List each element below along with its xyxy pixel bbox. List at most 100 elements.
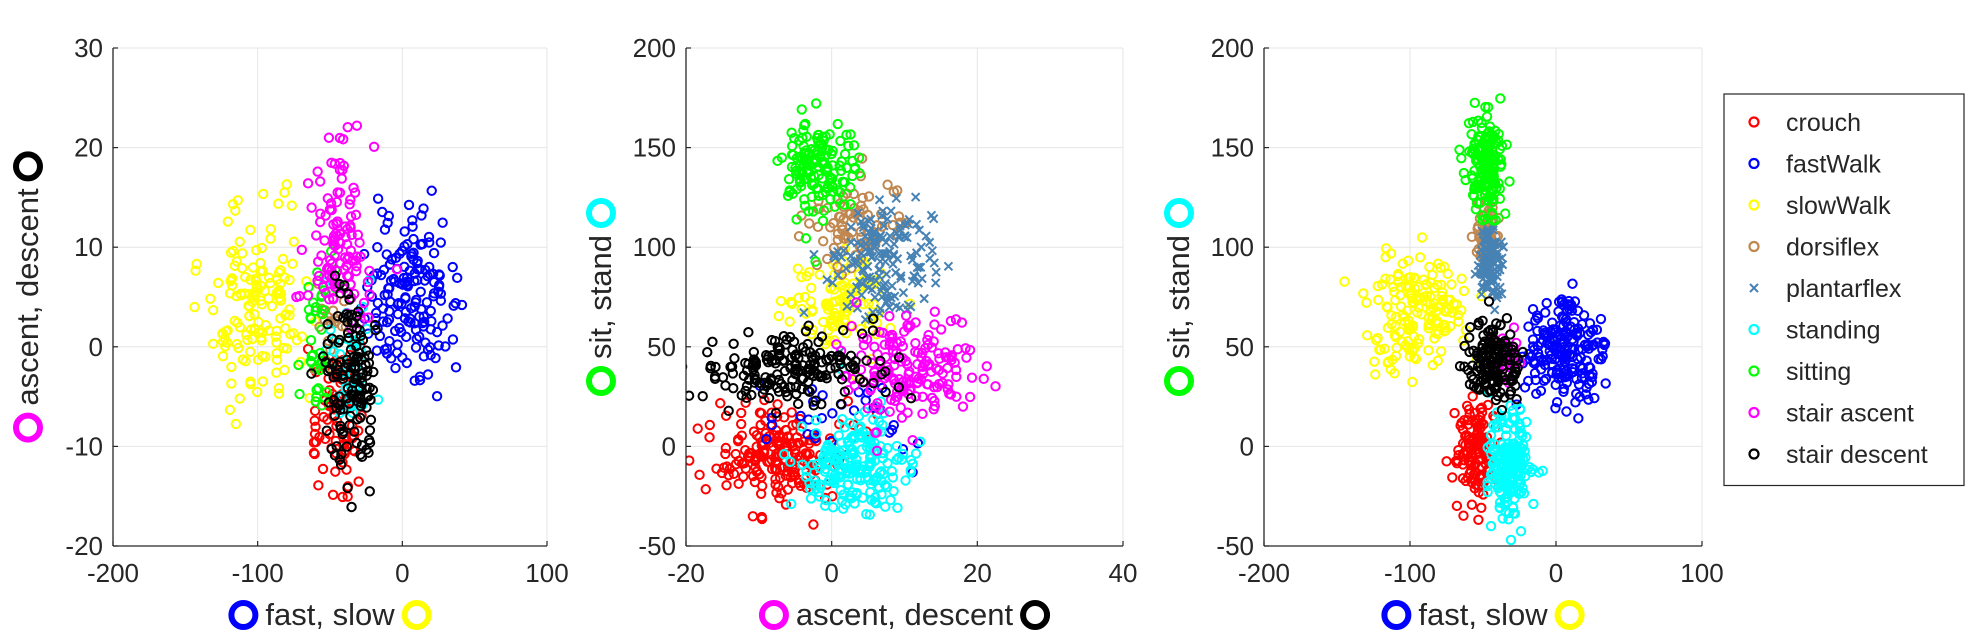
- data-point-sitting: [802, 167, 813, 178]
- data-point-stair-descent: [893, 352, 905, 363]
- data-point-stair-descent: [354, 383, 365, 395]
- data-point-fastWalk: [419, 275, 430, 286]
- data-point-stair-descent: [352, 414, 363, 425]
- data-point-stair-ascent: [315, 208, 326, 219]
- data-point-stair-descent: [343, 398, 355, 409]
- data-point-slowWalk: [291, 334, 303, 346]
- data-point-stair-descent: [723, 405, 734, 417]
- data-point-fastWalk: [400, 293, 411, 304]
- data-point-stair-descent: [1476, 364, 1487, 375]
- data-point-fastWalk: [1577, 363, 1588, 374]
- data-point-slowWalk: [245, 224, 256, 236]
- data-point-sitting: [1476, 210, 1487, 221]
- data-point-fastWalk: [379, 344, 390, 355]
- data-point-plantarflex: [1488, 225, 1498, 235]
- data-point-standing: [900, 475, 911, 486]
- data-point-standing: [1513, 488, 1525, 500]
- data-point-standing: [835, 465, 846, 476]
- data-point-stair-descent: [1490, 394, 1502, 406]
- data-point-fastWalk: [418, 203, 429, 214]
- data-point-plantarflex: [822, 274, 832, 285]
- data-point-standing: [819, 500, 831, 511]
- data-point-plantarflex: [890, 291, 900, 301]
- data-point-crouch: [771, 464, 783, 475]
- data-point-sitting: [790, 162, 801, 173]
- data-point-stair-ascent: [884, 311, 895, 322]
- data-point-crouch: [330, 435, 341, 447]
- data-point-sitting: [795, 180, 807, 192]
- data-point-dorsiflex: [832, 234, 844, 245]
- data-point-stair-ascent: [856, 350, 867, 361]
- data-point-slowWalk: [1414, 252, 1426, 263]
- data-point-stair-descent: [816, 331, 828, 342]
- data-point-standing: [1482, 486, 1493, 498]
- data-point-fastWalk: [409, 375, 420, 386]
- data-point-stair-ascent: [858, 339, 870, 351]
- data-point-stair-descent: [349, 426, 360, 437]
- data-point-slowWalk: [207, 338, 219, 350]
- data-point-sitting: [310, 396, 321, 407]
- data-point-plantarflex: [874, 264, 885, 274]
- data-point-sitting: [1481, 132, 1493, 144]
- data-point-crouch: [1470, 479, 1481, 490]
- data-point-plantarflex: [1480, 277, 1491, 287]
- data-point-standing: [877, 453, 889, 464]
- data-point-fastWalk: [406, 251, 417, 262]
- data-point-stair-descent: [356, 377, 368, 389]
- data-point-fastWalk: [411, 294, 422, 306]
- data-point-plantarflex: [851, 282, 862, 292]
- data-point-slowWalk: [244, 310, 255, 322]
- x-axis-label: ascent, descent: [796, 597, 1014, 632]
- data-point-plantarflex: [1496, 237, 1507, 247]
- data-point-stair-ascent: [910, 346, 921, 358]
- data-point-slowWalk: [234, 236, 245, 247]
- data-point-slowWalk: [1361, 297, 1372, 308]
- data-point-plantarflex: [879, 249, 889, 259]
- data-point-fastWalk: [418, 311, 429, 322]
- data-point-slowWalk: [863, 298, 874, 309]
- data-point-standing: [882, 442, 893, 454]
- data-point-fastWalk: [1572, 305, 1584, 317]
- data-point-standing: [855, 475, 866, 486]
- data-point-standing: [861, 508, 872, 520]
- data-point-fastWalk: [1587, 368, 1598, 379]
- data-point-sitting: [316, 324, 327, 335]
- data-point-stair-descent: [342, 393, 353, 404]
- data-point-stair-ascent: [871, 427, 882, 438]
- data-point-stair-ascent: [946, 350, 958, 361]
- data-point-slowWalk: [1372, 280, 1383, 292]
- data-point-slowWalk: [1408, 272, 1419, 284]
- data-point-plantarflex: [1479, 235, 1490, 245]
- data-point-stair-descent: [322, 338, 333, 350]
- data-point-stair-ascent: [942, 362, 953, 374]
- data-point-stair-descent: [345, 344, 357, 355]
- data-point-fastWalk: [1529, 367, 1541, 379]
- data-point-stair-ascent: [917, 391, 928, 403]
- data-point-slowWalk: [222, 216, 234, 227]
- data-point-sitting: [1471, 197, 1483, 208]
- data-point-sitting: [1474, 176, 1486, 187]
- data-point-sitting: [813, 190, 825, 202]
- data-point-stair-descent: [1482, 366, 1493, 378]
- y-tick-label: 200: [633, 33, 676, 63]
- data-point-sitting: [844, 182, 856, 193]
- data-point-plantarflex: [892, 254, 903, 264]
- data-point-plantarflex: [1480, 260, 1491, 270]
- data-point-plantarflex: [1491, 289, 1502, 300]
- data-point-crouch: [313, 480, 324, 491]
- data-point-stair-ascent: [326, 258, 338, 269]
- data-point-slowWalk: [263, 325, 275, 336]
- data-point-sitting: [1466, 129, 1477, 140]
- data-point-stair-descent: [868, 377, 879, 389]
- data-point-stair-descent: [1488, 334, 1500, 345]
- data-point-fastWalk: [1598, 336, 1609, 348]
- data-point-slowWalk: [255, 295, 266, 306]
- data-point-stair-descent: [335, 404, 346, 415]
- data-point-slowWalk: [265, 223, 276, 235]
- data-point-plantarflex: [882, 286, 892, 296]
- data-point-sitting: [305, 355, 316, 367]
- data-point-crouch: [1476, 407, 1488, 418]
- data-point-crouch: [1461, 445, 1473, 457]
- data-point-dorsiflex: [832, 228, 844, 239]
- data-point-stair-descent: [364, 486, 375, 497]
